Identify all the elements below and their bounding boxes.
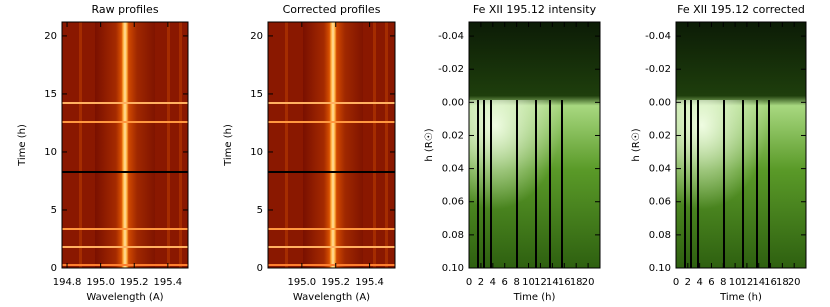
x-tick-label: 12 [534, 277, 547, 288]
y-tick-label: 0 [51, 263, 57, 274]
y-tick-label: 5 [51, 205, 57, 216]
y-tick-label: 0.06 [442, 197, 464, 208]
y-tick-label: -0.04 [438, 31, 464, 42]
x-tick-label: 8 [720, 277, 726, 288]
x-tick-label: 4 [696, 277, 702, 288]
x-tick-label: 2 [685, 277, 691, 288]
x-tick-label: 20 [582, 277, 595, 288]
y-tick-label: 0.04 [442, 164, 464, 175]
y-axis-label: Time (h) [17, 124, 28, 167]
x-tick-label: 195.4 [355, 277, 384, 288]
y-tick-label: 20 [44, 31, 57, 42]
x-tick-label: 195.4 [154, 277, 183, 288]
x-tick-label: 16 [764, 277, 777, 288]
y-tick-label: 0.10 [649, 263, 671, 274]
plot-frame [468, 21, 601, 269]
y-axis-label: h (R☉) [631, 128, 642, 161]
panel-title: Raw profiles [91, 3, 158, 16]
y-tick-label: 0.00 [649, 97, 671, 108]
x-axis-label: Time (h) [719, 292, 762, 303]
y-tick-label: 0 [257, 263, 263, 274]
y-tick-label: 15 [44, 89, 57, 100]
x-tick-label: 8 [513, 277, 519, 288]
image-raw [62, 22, 188, 268]
y-tick-label: 0.06 [649, 197, 671, 208]
x-tick-label: 4 [490, 277, 496, 288]
y-axis-label: Time (h) [223, 124, 234, 167]
x-tick-label: 14 [752, 277, 765, 288]
x-tick-label: 6 [502, 277, 508, 288]
panel-title: Corrected profiles [283, 3, 381, 16]
x-tick-label: 195.2 [321, 277, 350, 288]
x-tick-label: 0 [673, 277, 679, 288]
y-tick-label: 0.04 [649, 164, 671, 175]
panel-title: Fe XII 195.12 corrected [677, 3, 805, 16]
image-corrected-intensity [676, 22, 806, 268]
x-axis-label: Time (h) [513, 292, 556, 303]
y-tick-label: 0.00 [442, 97, 464, 108]
image-corrected [268, 22, 395, 268]
x-tick-label: 2 [478, 277, 484, 288]
x-tick-label: 16 [558, 277, 571, 288]
y-axis-label: h (R☉) [424, 128, 435, 161]
x-tick-label: 195.0 [288, 277, 317, 288]
y-tick-label: 0.02 [442, 130, 464, 141]
y-tick-label: 0.02 [649, 130, 671, 141]
x-tick-label: 14 [546, 277, 559, 288]
x-tick-label: 194.8 [53, 277, 82, 288]
y-tick-label: 0.10 [442, 263, 464, 274]
plot-frame [61, 21, 189, 269]
y-tick-label: -0.02 [438, 64, 464, 75]
y-tick-label: 0.08 [442, 230, 464, 241]
plot-frame [267, 21, 396, 269]
x-tick-label: 12 [741, 277, 754, 288]
x-tick-label: 195.2 [120, 277, 149, 288]
panel-title: Fe XII 195.12 intensity [473, 3, 597, 16]
plot-frame [675, 21, 807, 269]
y-tick-label: 5 [257, 205, 263, 216]
x-tick-label: 20 [788, 277, 801, 288]
x-tick-label: 6 [708, 277, 714, 288]
y-tick-label: -0.04 [645, 31, 671, 42]
x-tick-label: 18 [776, 277, 789, 288]
x-axis-label: Wavelength (A) [86, 292, 163, 303]
x-tick-label: 195.0 [86, 277, 115, 288]
y-tick-label: 15 [250, 89, 263, 100]
x-axis-label: Wavelength (A) [293, 292, 370, 303]
x-tick-label: 18 [570, 277, 583, 288]
x-tick-label: 0 [466, 277, 472, 288]
y-tick-label: -0.02 [645, 64, 671, 75]
y-tick-label: 10 [250, 147, 263, 158]
image-intensity [469, 22, 600, 268]
x-tick-label: 10 [729, 277, 742, 288]
x-tick-label: 10 [522, 277, 535, 288]
y-tick-label: 10 [44, 147, 57, 158]
y-tick-label: 20 [250, 31, 263, 42]
y-tick-label: 0.08 [649, 230, 671, 241]
